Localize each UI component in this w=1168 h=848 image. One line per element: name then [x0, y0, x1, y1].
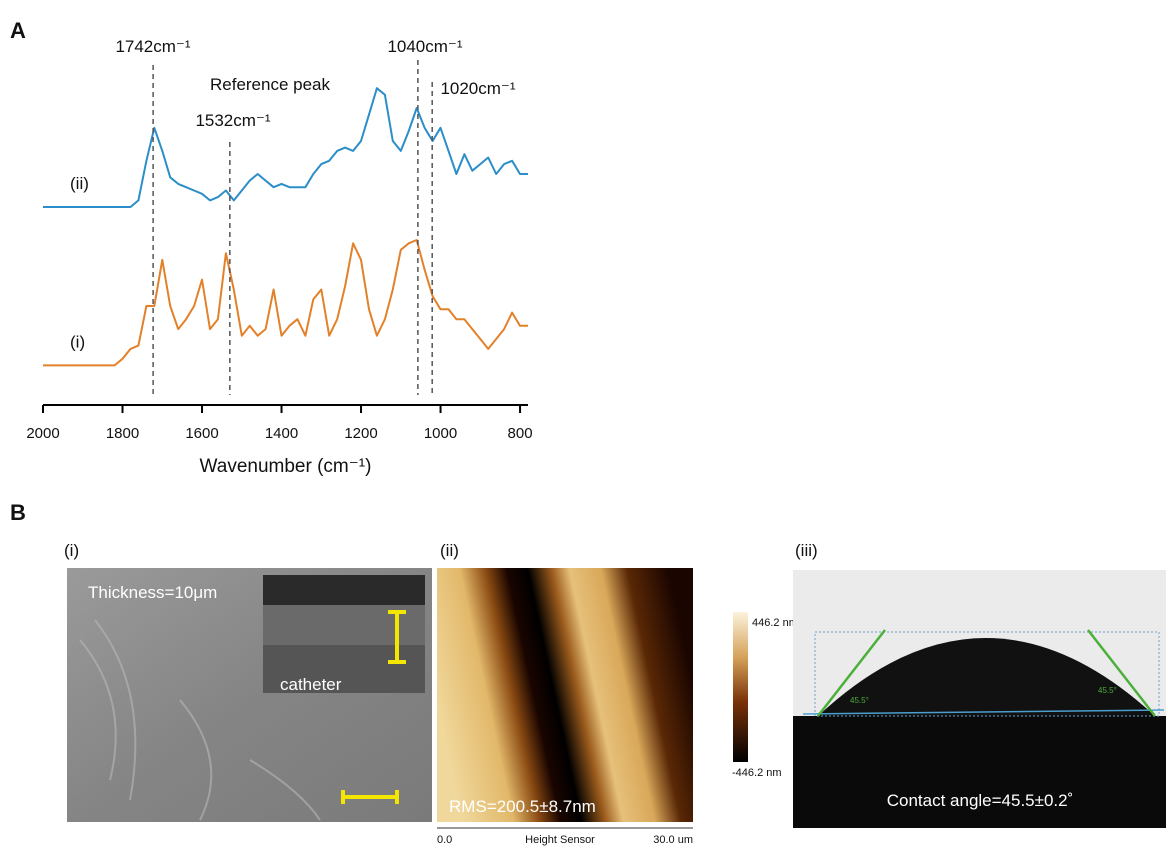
thickness-text: Thickness=10μm [88, 583, 217, 602]
colorbar-label: -446.2 nm [732, 767, 782, 779]
figure: A B 2000 1800 1600 1400 1200 1000 800 Wavenumbe… [0, 0, 1168, 848]
spectrum-chart: 2000 1800 1600 1400 1200 1000 800 Wavenumber (c… [26, 37, 532, 477]
series-line [43, 240, 528, 365]
x-tick-label: 1400 [265, 425, 298, 442]
substrate [793, 716, 1166, 828]
x-tick-label: 800 [508, 425, 533, 442]
x-tick-label: 1200 [344, 425, 377, 442]
angle-mark: 45.5° [850, 696, 869, 705]
x-tick-label: 1800 [106, 425, 139, 442]
panel-label: A [10, 18, 26, 43]
subpanel-label: (iii) [795, 541, 818, 560]
afm-image [437, 568, 693, 822]
angle-mark: 45.5° [1098, 686, 1117, 695]
annotation-label: 1040cm⁻¹ [387, 37, 462, 56]
contact-angle-text: Contact angle=45.5±0.2˚ [887, 791, 1074, 810]
annotation-label: 1532cm⁻¹ [195, 111, 270, 130]
x-axis-label: Wavenumber (cm⁻¹) [200, 456, 372, 477]
subpanel-label: (ii) [440, 541, 459, 560]
annotation-label: 1020cm⁻¹ [440, 79, 515, 98]
panel-label: B [10, 500, 26, 525]
afm-axis-label: Height Sensor [525, 834, 595, 846]
x-tick-label: 1000 [424, 425, 457, 442]
x-tick-label: 1600 [185, 425, 218, 442]
series-label: (i) [70, 332, 85, 351]
afm-axis-label: 30.0 um [653, 834, 693, 846]
subpanel-label: (i) [64, 541, 79, 560]
series-label: (ii) [70, 174, 89, 193]
x-tick-label: 2000 [26, 425, 59, 442]
colorbar-label: 446.2 nm [752, 617, 798, 629]
inset-top [263, 575, 425, 605]
annotation-label: 1742cm⁻¹ [115, 37, 190, 56]
series-line [43, 88, 528, 207]
rms-text: RMS=200.5±8.7nm [449, 797, 596, 816]
afm-axis-label: 0.0 [437, 834, 452, 846]
inset-caption: catheter [280, 675, 342, 694]
colorbar [733, 612, 748, 762]
annotation-label: Reference peak [210, 75, 331, 94]
